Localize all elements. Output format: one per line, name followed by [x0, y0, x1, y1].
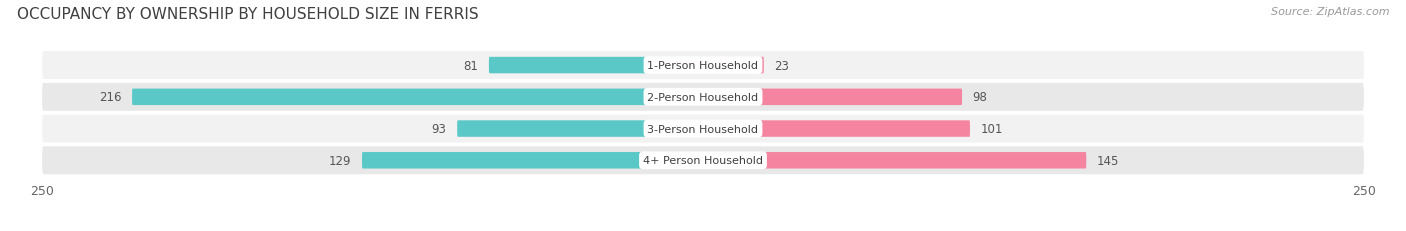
FancyBboxPatch shape — [703, 89, 962, 106]
FancyBboxPatch shape — [703, 121, 970, 137]
Text: 129: 129 — [329, 154, 352, 167]
FancyBboxPatch shape — [42, 147, 1364, 174]
FancyBboxPatch shape — [457, 121, 703, 137]
FancyBboxPatch shape — [489, 58, 703, 74]
Text: Source: ZipAtlas.com: Source: ZipAtlas.com — [1271, 7, 1389, 17]
FancyBboxPatch shape — [361, 152, 703, 169]
FancyBboxPatch shape — [42, 83, 1364, 111]
Text: 23: 23 — [775, 59, 789, 72]
Text: 145: 145 — [1097, 154, 1119, 167]
Text: OCCUPANCY BY OWNERSHIP BY HOUSEHOLD SIZE IN FERRIS: OCCUPANCY BY OWNERSHIP BY HOUSEHOLD SIZE… — [17, 7, 478, 22]
Text: 1-Person Household: 1-Person Household — [648, 61, 758, 71]
Text: 3-Person Household: 3-Person Household — [648, 124, 758, 134]
Text: 216: 216 — [98, 91, 121, 104]
Text: 2-Person Household: 2-Person Household — [647, 92, 759, 102]
FancyBboxPatch shape — [703, 152, 1087, 169]
Text: 101: 101 — [980, 122, 1002, 135]
FancyBboxPatch shape — [132, 89, 703, 106]
Text: 93: 93 — [432, 122, 447, 135]
FancyBboxPatch shape — [42, 115, 1364, 143]
Text: 4+ Person Household: 4+ Person Household — [643, 156, 763, 166]
Text: 98: 98 — [973, 91, 987, 104]
FancyBboxPatch shape — [703, 58, 763, 74]
Text: 81: 81 — [464, 59, 478, 72]
FancyBboxPatch shape — [42, 52, 1364, 80]
